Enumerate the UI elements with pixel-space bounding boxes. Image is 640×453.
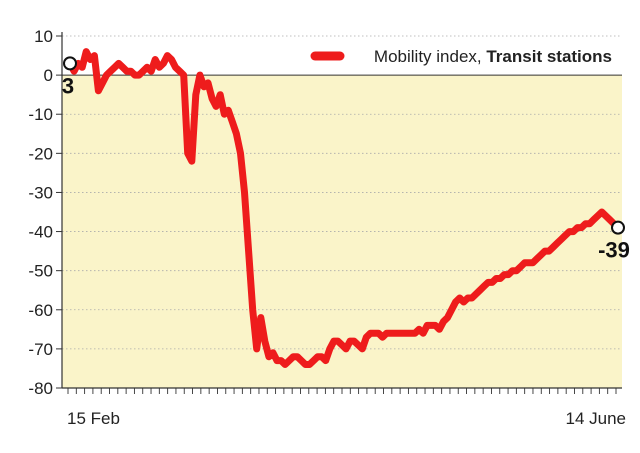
y-tick-label: -20 xyxy=(28,144,53,163)
y-tick-label: -70 xyxy=(28,340,53,359)
end-point-marker xyxy=(611,220,625,235)
series-line-transit-stations xyxy=(66,48,622,368)
y-tick-label: -50 xyxy=(28,262,53,281)
legend-series-name: Transit stations xyxy=(486,47,612,66)
y-tick-label: 0 xyxy=(44,66,53,85)
legend: Mobility index, Transit stations xyxy=(310,47,612,66)
gridlines xyxy=(62,35,622,350)
start-value-label: 3 xyxy=(62,73,74,98)
y-tick-label: -30 xyxy=(28,183,53,202)
y-axis-ticks: 10 0 -10 -20 -30 -40 -50 -60 -70 -80 xyxy=(28,27,62,398)
y-tick-label: -40 xyxy=(28,223,53,242)
x-axis-end-label: 14 June xyxy=(566,409,627,428)
y-tick-label: -60 xyxy=(28,301,53,320)
y-tick-label: -10 xyxy=(28,105,53,124)
legend-prefix: Mobility index, xyxy=(374,47,486,66)
svg-text:Mobility index, Transit statio: Mobility index, Transit stations xyxy=(374,47,612,66)
x-axis-start-label: 15 Feb xyxy=(67,409,120,428)
y-tick-label: -80 xyxy=(28,379,53,398)
start-point-marker xyxy=(63,56,77,71)
x-axis-ticks xyxy=(67,388,617,394)
y-tick-label: 10 xyxy=(34,27,53,46)
end-value-label: -39 xyxy=(598,238,630,263)
